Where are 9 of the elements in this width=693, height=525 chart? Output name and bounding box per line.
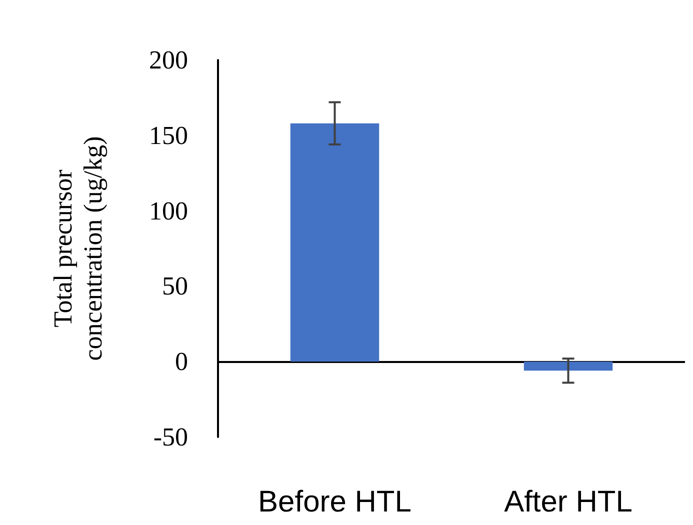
y-tick-label: -50: [153, 422, 188, 452]
y-tick-label: 50: [162, 272, 188, 301]
y-tick-label: 0: [175, 347, 188, 376]
x-tick-label: After HTL: [504, 486, 632, 518]
y-tick-label: 100: [149, 196, 188, 226]
y-tick-label: 150: [149, 120, 188, 150]
x-tick-label: Before HTL: [258, 486, 412, 518]
y-axis-title: Total precursor concentration (ug/kg): [48, 136, 108, 361]
y-tick-label: 200: [149, 46, 188, 74]
